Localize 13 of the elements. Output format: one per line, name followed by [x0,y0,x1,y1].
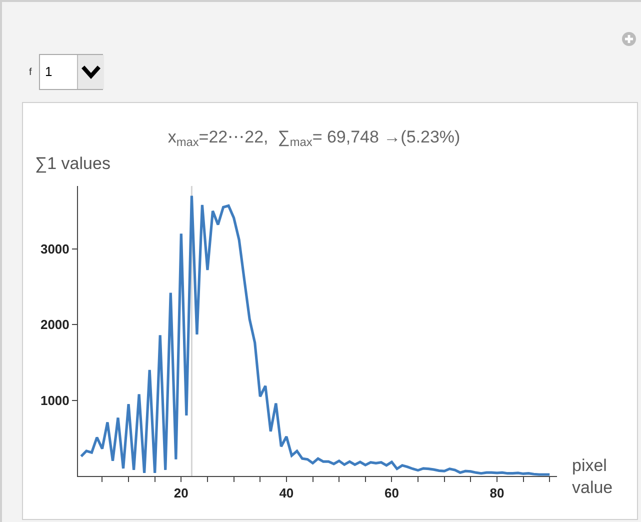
line-series [80,194,551,476]
y-tick-label: 3000 [40,241,70,256]
x-tick-label: 20 [174,486,188,501]
y-tick-label: 2000 [40,317,70,332]
chart-title: x$_{max}$=22⋯22, ∑$_{max}$= 69,748 →(5.23%) [168,128,460,150]
dropdown-field: 1 [39,54,103,90]
x-tick-label: 80 [490,486,504,501]
text: f [29,67,32,78]
x-tick-label: 60 [384,486,399,501]
y-tick-label: 1000 [40,392,70,408]
x-axis-title: pixel value [572,456,613,498]
y-axis-title: ∑1 values [35,154,110,173]
x-tick-label: 40 [279,486,294,501]
